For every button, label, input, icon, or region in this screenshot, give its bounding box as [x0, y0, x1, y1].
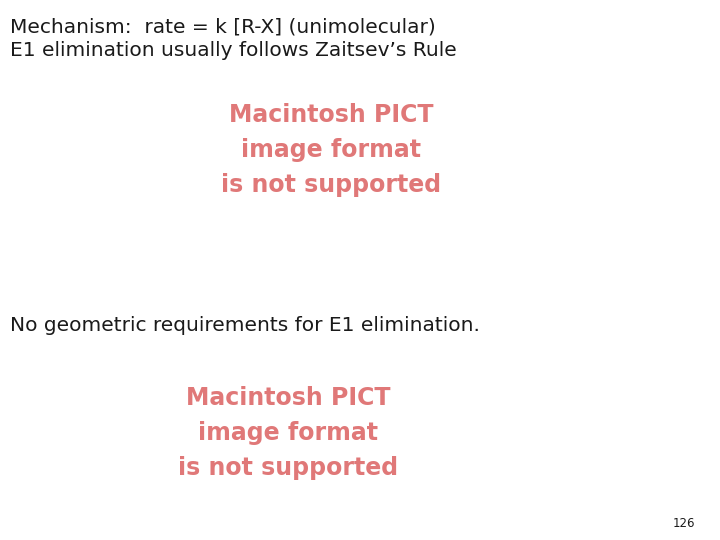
Text: E1 elimination usually follows Zaitsev’s Rule: E1 elimination usually follows Zaitsev’s…: [10, 40, 456, 59]
Text: image format: image format: [198, 421, 378, 445]
Text: is not supported: is not supported: [221, 173, 441, 197]
Text: image format: image format: [241, 138, 421, 161]
Text: No geometric requirements for E1 elimination.: No geometric requirements for E1 elimina…: [10, 316, 480, 335]
Text: Macintosh PICT: Macintosh PICT: [186, 386, 390, 410]
Text: is not supported: is not supported: [178, 456, 398, 480]
Text: 126: 126: [672, 517, 695, 530]
Text: Macintosh PICT: Macintosh PICT: [229, 103, 433, 126]
Text: Mechanism:  rate = k [R-X] (unimolecular): Mechanism: rate = k [R-X] (unimolecular): [10, 17, 436, 36]
